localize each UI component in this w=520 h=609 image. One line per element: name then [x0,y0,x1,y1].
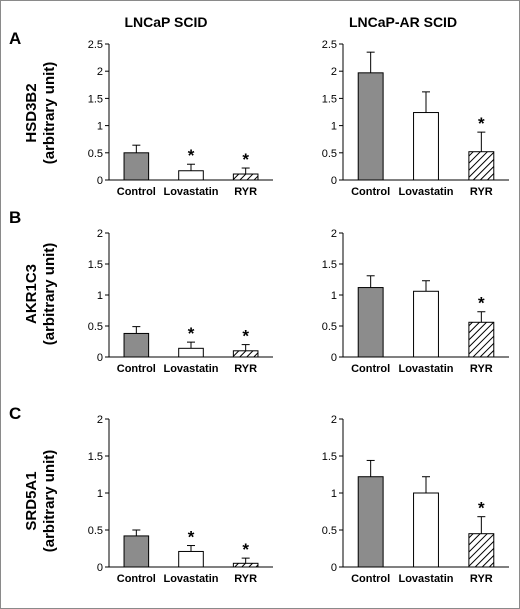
chart-c-left-y-tick-label: 2 [97,414,103,426]
chart-b-right-bar-lovastatin [413,290,439,358]
chart-c-left-bar-lovastatin [178,550,204,568]
chart-b-left-bar-lovastatin [178,347,204,358]
chart-a-left: 0 0.5 1 1.5 2 2.5 Control * Lovastatin * RYR [88,39,273,198]
chart-a-right-bar-lovastatin [413,112,439,181]
chart-c-left-bar-control [123,535,150,568]
chart-c-left-y-tick-label: 0.5 [88,525,103,537]
chart-a-left-bar-ryr [232,173,259,181]
chart-b-left-significance-star-ryr: * [242,327,249,346]
chart-c-left-category-label-lovastatin: Lovastatin [163,573,218,585]
chart-b-right-bar-control [357,287,384,358]
chart-c-left-y-tick-label: 1 [97,488,103,500]
chart-b-left-y-tick-label: 1.5 [88,259,103,271]
chart-c-left-y-tick-label: 1.5 [88,451,103,463]
chart-b-right-y-tick-label: 0 [331,352,337,364]
chart-a-right-y-tick-label: 2 [331,66,337,78]
panel-letter-c: C [9,404,21,423]
chart-a-left-y-tick-label: 1 [97,121,103,133]
chart-b-left-bar-control [123,332,150,358]
chart-a-right-bar-control [357,72,384,181]
chart-a-left-bar-control [123,152,150,181]
chart-b-right-bar-ryr [468,321,495,358]
chart-c-right-bar-ryr [468,533,495,568]
chart-b-left-y-tick-label: 1 [97,290,103,302]
chart-a-right-y-tick-label: 2.5 [322,39,337,51]
chart-a-left-category-label-control: Control [117,186,156,198]
chart-c-right-category-label-ryr: RYR [470,573,493,585]
chart-c-left: 0 0.5 1 1.5 2 Control * Lovastatin * RYR [88,414,273,585]
chart-c-right: 0 0.5 1 1.5 2 Control Lovastatin * RYR [322,414,509,585]
chart-c-left-y-tick-label: 0 [97,562,103,574]
chart-c-right-y-tick-label: 1.5 [322,451,337,463]
chart-a-left-y-tick-label: 1.5 [88,93,103,105]
chart-a-right-category-label-ryr: RYR [470,186,493,198]
chart-b-left-category-label-control: Control [117,363,156,375]
chart-b-right-y-tick-label: 0.5 [322,321,337,333]
chart-b-right-y-tick-label: 1 [331,290,337,302]
chart-c-right-category-label-control: Control [351,573,390,585]
chart-c-right-y-tick-label: 0.5 [322,525,337,537]
chart-b-left-category-label-ryr: RYR [234,363,257,375]
chart-a-left-y-tick-label: 2 [97,66,103,78]
chart-a-right: 0 0.5 1 1.5 2 2.5 Control Lovastatin * RYR [322,39,509,198]
chart-b-right-category-label-control: Control [351,363,390,375]
column-title-lncap-scid: LNCaP SCID [125,14,208,30]
chart-b-right: 0 0.5 1 1.5 2 Control Lovastatin * RYR [322,228,509,375]
chart-b-right-category-label-ryr: RYR [470,363,493,375]
chart-a-right-category-label-control: Control [351,186,390,198]
chart-b-left-significance-star-lovastatin: * [188,324,195,343]
chart-b-left-category-label-lovastatin: Lovastatin [163,363,218,375]
chart-b-right-significance-star-ryr: * [478,294,485,313]
chart-b-left-y-tick-label: 0.5 [88,321,103,333]
chart-c-right-bar-lovastatin [413,492,439,568]
y-axis-label-srd5a1: SRD5A1 [23,471,40,530]
chart-a-left-y-tick-label: 0.5 [88,148,103,160]
y-axis-label-akr1c3: AKR1C3 [23,264,40,324]
chart-a-right-significance-star-ryr: * [478,114,485,133]
charts: 0 0.5 1 1.5 2 2.5 Control * Lovastatin * RYR 0 0.5 1 1… [88,39,509,585]
panel-letter-b: B [9,208,21,227]
chart-c-left-significance-star-lovastatin: * [188,528,195,547]
column-title-lncap-ar-scid: LNCaP-AR SCID [349,14,457,30]
chart-c-right-y-tick-label: 2 [331,414,337,426]
chart-c-left-bar-ryr [232,562,259,568]
chart-a-left-category-label-lovastatin: Lovastatin [163,186,218,198]
chart-b-right-category-label-lovastatin: Lovastatin [398,363,453,375]
chart-b-left-y-tick-label: 0 [97,352,103,364]
chart-a-left-y-tick-label: 2.5 [88,39,103,51]
chart-b-right-y-tick-label: 2 [331,228,337,240]
y-axis-label-akr1c3-unit: (arbitrary unit) [41,243,58,346]
chart-a-right-y-tick-label: 0.5 [322,148,337,160]
chart-b-right-y-tick-label: 1.5 [322,259,337,271]
chart-c-right-bar-control [357,476,384,568]
chart-a-right-y-tick-label: 0 [331,175,337,187]
chart-a-left-category-label-ryr: RYR [234,186,257,198]
chart-c-right-y-tick-label: 0 [331,562,337,574]
chart-c-right-significance-star-ryr: * [478,499,485,518]
chart-c-left-category-label-ryr: RYR [234,573,257,585]
chart-b-left-bar-ryr [232,350,259,358]
chart-b-left-y-tick-label: 2 [97,228,103,240]
y-axis-label-srd5a1-unit: (arbitrary unit) [41,450,58,553]
chart-a-right-y-tick-label: 1.5 [322,93,337,105]
chart-b-left: 0 0.5 1 1.5 2 Control * Lovastatin * RYR [88,228,273,375]
chart-c-left-significance-star-ryr: * [242,540,249,559]
chart-a-left-y-tick-label: 0 [97,175,103,187]
y-axis-label-hsd3b2: HSD3B2 [23,83,40,142]
y-axis-label-hsd3b2-unit: (arbitrary unit) [41,62,58,165]
chart-a-left-significance-star-ryr: * [242,150,249,169]
chart-c-left-category-label-control: Control [117,573,156,585]
chart-a-right-category-label-lovastatin: Lovastatin [398,186,453,198]
chart-a-right-y-tick-label: 1 [331,121,337,133]
chart-c-right-y-tick-label: 1 [331,488,337,500]
chart-a-left-significance-star-lovastatin: * [188,146,195,165]
chart-c-right-category-label-lovastatin: Lovastatin [398,573,453,585]
chart-a-right-bar-ryr [468,151,495,181]
chart-a-left-bar-lovastatin [178,170,204,181]
panel-letter-a: A [9,29,21,48]
